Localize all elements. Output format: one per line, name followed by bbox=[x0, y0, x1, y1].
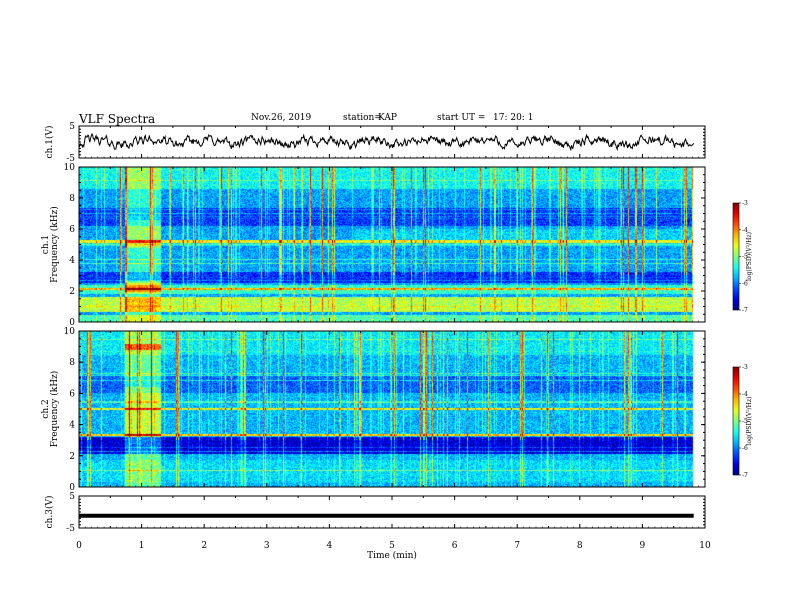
ytick-label-ch3-voltage: -5 bbox=[66, 524, 75, 534]
ylabel-ch1-voltage: ch.1(V) bbox=[44, 126, 55, 159]
spectrogram-image-ch1 bbox=[79, 167, 705, 322]
xtick-label: 10 bbox=[699, 541, 711, 551]
xtick-label: 9 bbox=[640, 541, 646, 551]
start-ut-key: start UT = bbox=[437, 113, 486, 123]
colorbar-tick-ch1: -7 bbox=[742, 307, 748, 314]
colorbar-ch1 bbox=[732, 202, 740, 311]
ytick-label-ch1-spectrogram: 6 bbox=[69, 225, 75, 235]
ytick-label-ch2-spectrogram: 0 bbox=[69, 483, 75, 493]
xtick-label: 3 bbox=[264, 541, 270, 551]
xtick-label: 5 bbox=[389, 541, 395, 551]
ytick-label-ch1-voltage: 5 bbox=[69, 122, 75, 132]
ytick-label-ch1-spectrogram: 0 bbox=[69, 318, 75, 328]
ytick-label-ch1-voltage: -5 bbox=[66, 154, 75, 164]
ylabel-line2-ch2-spectrogram: Frequency (kHz) bbox=[49, 371, 60, 448]
station-key: station= bbox=[343, 113, 382, 123]
ytick-label-ch2-spectrogram: 4 bbox=[69, 421, 75, 431]
xtick-label: 1 bbox=[139, 541, 145, 551]
colorbar-tick-ch2: -3 bbox=[742, 364, 748, 371]
ytick-label-ch1-spectrogram: 8 bbox=[69, 194, 75, 204]
colorbar-tick-ch1: -3 bbox=[742, 200, 748, 207]
ytick-label-ch1-spectrogram: 2 bbox=[69, 287, 75, 297]
xtick-label: 2 bbox=[201, 541, 207, 551]
colorbar-tick-ch1: -4 bbox=[742, 227, 748, 234]
colorbar-tick-ch1: -5 bbox=[742, 254, 748, 261]
chart-title: VLF Spectra bbox=[79, 112, 156, 126]
xaxis-label: Time (min) bbox=[367, 550, 417, 561]
colorbar-tick-ch2: -7 bbox=[742, 472, 748, 479]
colorbar-tick-ch2: -4 bbox=[742, 391, 748, 398]
date-label: Nov.26, 2019 bbox=[251, 113, 312, 123]
ytick-label-ch2-spectrogram: 10 bbox=[64, 327, 76, 337]
ylabel-ch3-voltage: ch.3(V) bbox=[44, 496, 55, 529]
xtick-label: 8 bbox=[577, 541, 583, 551]
station-value: KAP bbox=[378, 113, 397, 123]
ytick-label-ch3-voltage: 5 bbox=[69, 492, 75, 502]
colorbar-tick-ch2: -6 bbox=[742, 445, 748, 452]
colorbar-ch2 bbox=[732, 366, 740, 476]
ytick-label-ch2-spectrogram: 8 bbox=[69, 358, 75, 368]
panel-frame-ch3-voltage bbox=[78, 495, 706, 529]
ch1-waveform bbox=[78, 132, 695, 152]
ytick-label-ch2-spectrogram: 2 bbox=[69, 452, 75, 462]
ylabel-line1-ch1-spectrogram: ch.1 bbox=[41, 235, 51, 254]
xtick-label: 0 bbox=[76, 541, 82, 551]
colorbar-tick-ch2: -5 bbox=[742, 418, 748, 425]
colorbar-label-ch1: log(PSD)(V²/Hz) bbox=[746, 232, 753, 281]
ylabel-line2-ch1-spectrogram: Frequency (kHz) bbox=[49, 206, 60, 283]
xtick-label: 6 bbox=[452, 541, 458, 551]
ytick-label-ch2-spectrogram: 6 bbox=[69, 389, 75, 399]
ytick-label-ch1-spectrogram: 10 bbox=[64, 163, 76, 173]
xtick-label: 4 bbox=[327, 541, 333, 551]
ytick-label-ch1-spectrogram: 4 bbox=[69, 256, 75, 266]
start-ut-value: 17: 20: 1 bbox=[493, 113, 534, 123]
spectrogram-image-ch2 bbox=[79, 331, 705, 487]
colorbar-tick-ch1: -6 bbox=[742, 280, 748, 287]
ylabel-line1-ch2-spectrogram: ch.2 bbox=[41, 399, 51, 418]
xtick-label: 7 bbox=[514, 541, 520, 551]
colorbar-label-ch2: log(PSD)(V²/Hz) bbox=[746, 397, 753, 446]
